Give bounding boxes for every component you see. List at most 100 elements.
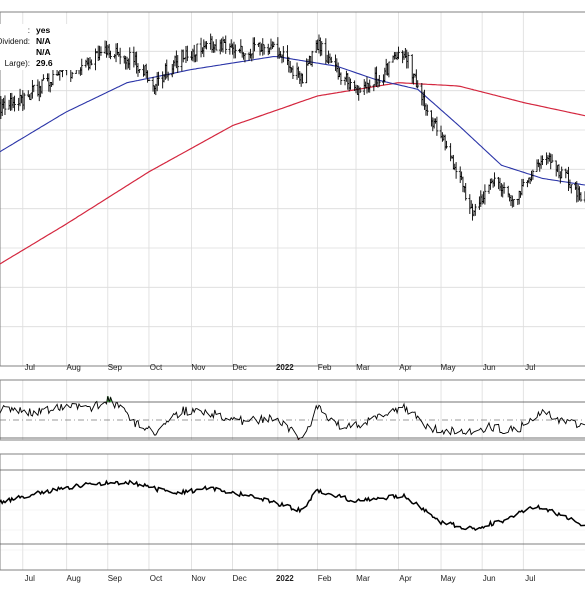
ohlc-bar [464, 183, 468, 201]
ohlc-bar [349, 78, 352, 90]
info-value-1: N/A [36, 36, 51, 46]
rsi-line [0, 396, 585, 441]
ohlc-bar [70, 71, 74, 79]
ohlc-bar [80, 58, 84, 76]
lower-indicator-line [0, 479, 585, 531]
ohlc-bar [89, 59, 93, 66]
x-tick-label-bottom-1: Aug [67, 574, 81, 583]
x-tick-label-bottom-6: 2022 [276, 574, 294, 583]
x-tick-label-bottom-4: Nov [191, 574, 205, 583]
x-tick-label-bottom-12: Jul [525, 574, 535, 583]
ohlc-bar [128, 47, 132, 71]
x-tick-label-top-6: 2022 [276, 363, 294, 372]
ma-200-line [0, 82, 585, 265]
ohlc-bar [483, 184, 487, 205]
x-tick-label-top-12: Jul [525, 363, 535, 372]
x-tick-label-bottom-3: Oct [150, 574, 163, 583]
x-tick-label-top-5: Dec [232, 363, 246, 372]
ohlc-bar [3, 95, 7, 115]
x-tick-label-bottom-5: Dec [232, 574, 246, 583]
ohlc-bar [473, 203, 477, 216]
ohlc-bar [233, 44, 237, 59]
x-tick-label-top-11: Jun [483, 363, 496, 372]
info-value-2: N/A [36, 47, 51, 57]
ohlc-bar [425, 104, 429, 116]
grid-layer [0, 12, 585, 570]
ohlc-bar [147, 78, 151, 81]
ohlc-bar [195, 43, 199, 62]
ohlc-bar [310, 50, 314, 67]
info-box: : yes Dividend: N/A N/A Large): 29.6 [0, 24, 80, 70]
ohlc-bar [22, 92, 26, 110]
x-tick-label-bottom-9: Apr [399, 574, 412, 583]
ohlc-bar [281, 46, 285, 63]
ohlc-bar [339, 72, 343, 85]
ohlc-bar [262, 44, 266, 55]
info-value-3: 29.6 [36, 58, 53, 68]
x-tick-label-bottom-10: May [440, 574, 455, 583]
ohlc-bar [493, 172, 496, 187]
x-tick-label-bottom-2: Sep [108, 574, 123, 583]
ohlc-bar [512, 199, 516, 207]
ohlc-bar [253, 37, 256, 52]
ma-50-line [0, 55, 585, 186]
info-value-0: yes [36, 25, 50, 35]
ohlc-bar [416, 80, 420, 89]
ohlc-bar [320, 41, 324, 56]
x-tick-label-top-7: Feb [318, 363, 332, 372]
ohlc-bar [291, 65, 295, 79]
x-tick-label-bottom-11: Jun [483, 574, 496, 583]
ohlc-bar [109, 50, 112, 60]
ohlc-bar [569, 184, 573, 194]
ohlc-bar [387, 61, 391, 78]
ohlc-bar [137, 69, 141, 73]
ohlc-bar [560, 166, 564, 179]
x-tick-label-top-8: Mar [356, 363, 370, 372]
label-layer: Jul Jul Aug Aug Sep Sep Oct Oct Nov Nov Dec Dec 2022… [25, 363, 536, 583]
ohlc-bar [176, 55, 180, 74]
x-tick-label-top-4: Nov [191, 363, 205, 372]
ohlc-bar [205, 41, 208, 50]
ohlc-bar [329, 56, 333, 63]
price-panel-frame [0, 11, 585, 367]
ohlc-bar [435, 116, 439, 136]
ohlc-bar [531, 169, 535, 180]
ohlc-bar [118, 47, 122, 65]
ohlc-bar [32, 84, 36, 93]
ohlc-bar [377, 75, 381, 87]
x-tick-label-top-0: Jul [25, 363, 35, 372]
ohlc-bar [368, 79, 372, 93]
rsi-panel-frame [0, 379, 585, 441]
ohlc-bar [157, 71, 160, 86]
x-tick-label-top-2: Sep [108, 363, 123, 372]
ohlc-bar [243, 53, 247, 63]
ohlc-bar [13, 95, 16, 112]
lower-panel-frame [0, 453, 585, 571]
x-tick-label-bottom-8: Mar [356, 574, 370, 583]
info-label-1: Dividend: [0, 37, 30, 46]
ohlc-bar [502, 182, 506, 194]
ohlc-bar [166, 71, 170, 81]
x-tick-label-top-1: Aug [67, 363, 81, 372]
ohlc-bar [185, 45, 189, 62]
x-tick-label-bottom-7: Feb [318, 574, 332, 583]
info-label-3: Large): [5, 59, 30, 68]
ohlc-bar [224, 35, 228, 54]
ohlc-bar [99, 46, 103, 56]
ohlc-bar [358, 87, 362, 94]
ohlc-bar [397, 46, 400, 60]
ohlc-bar [521, 178, 525, 187]
ohlc-bar [41, 74, 45, 81]
info-label-0: : [28, 26, 30, 35]
ohlc-bar [579, 192, 583, 202]
ohlc-bar [454, 162, 458, 179]
x-tick-label-top-10: May [440, 363, 455, 372]
ohlc-bar [550, 154, 554, 163]
ohlc-bar [541, 155, 544, 165]
info-box-background [0, 24, 80, 70]
ohlc-bar [301, 73, 304, 84]
ohlc-bar [445, 140, 448, 149]
